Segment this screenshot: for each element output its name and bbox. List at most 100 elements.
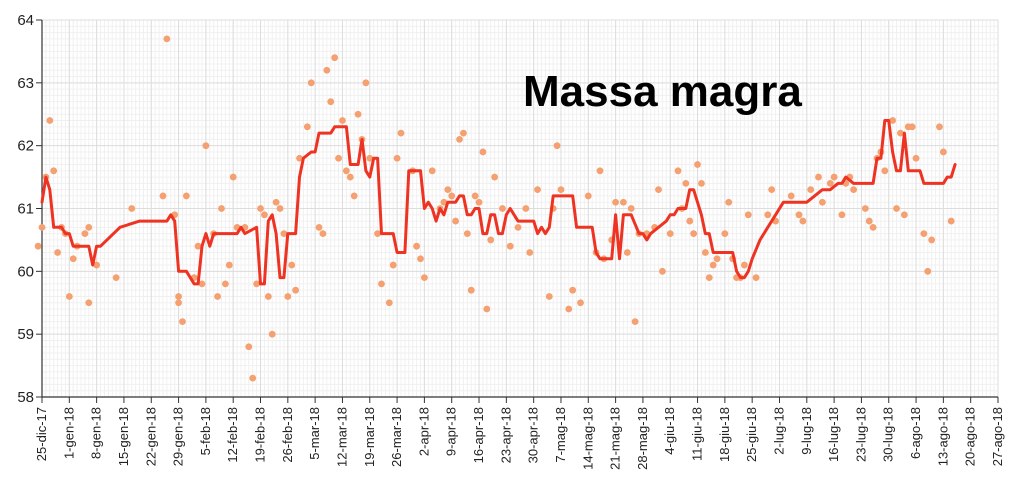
data-point [795,211,803,219]
data-point [659,267,666,275]
data-point [303,123,311,131]
x-tick-label: 16-lug-18 [826,407,841,462]
data-point [514,223,522,231]
x-tick-label: 27-ago-18 [990,407,1005,466]
data-point [389,261,397,269]
data-point [428,167,436,175]
data-point [417,255,424,263]
x-tick-label: 23-apr-18 [498,407,513,463]
data-point [292,286,300,294]
data-point [296,154,303,162]
x-tick-label: 4-giu-18 [662,407,677,455]
x-tick-label: 11-giu-18 [690,407,705,461]
data-point [460,129,467,137]
data-point [339,117,346,124]
y-tick-label: 63 [17,75,34,92]
data-point [920,230,928,238]
y-tick-label: 60 [17,263,34,280]
data-point [674,167,682,175]
x-tick-label: 19-feb-18 [253,407,268,463]
x-tick-label: 28-mag-18 [635,407,650,470]
data-point [655,186,662,194]
data-point [491,173,499,181]
data-point [362,79,370,87]
data-point [323,66,331,74]
data-point [483,305,491,313]
data-point [768,186,776,194]
data-point [85,223,93,231]
data-point [253,280,261,288]
data-point [908,123,916,131]
x-tick-label: 8-gen-18 [89,407,104,459]
data-point [276,205,284,212]
data-point [889,117,897,124]
y-tick-label: 61 [17,201,34,218]
data-point [54,249,62,256]
data-point [939,148,947,156]
trend-line [40,119,957,286]
data-point [315,223,323,231]
data-point [221,280,229,288]
data-point [456,135,463,143]
data-point [225,261,233,269]
data-point [897,129,904,137]
data-point [900,211,908,219]
grid-lines [41,19,999,398]
data-point [577,299,584,307]
data-point [861,205,869,212]
x-tick-label: 23-lug-18 [853,407,868,462]
data-point [826,179,834,187]
data-point [709,261,717,269]
data-point [690,230,698,238]
data-point [475,198,483,206]
data-point [50,167,58,175]
data-point [327,98,335,106]
x-tick-label: 29-gen-18 [171,407,186,466]
data-point [284,293,292,300]
data-point [698,179,705,187]
data-point [182,192,190,200]
data-point [319,230,327,238]
data-point [346,173,354,181]
x-tick-label: 30-apr-18 [526,407,541,463]
data-point [378,280,385,288]
data-point [444,186,452,194]
data-point [623,249,631,256]
data-point [421,274,428,282]
y-tick-label: 64 [17,12,34,29]
data-point [479,148,487,156]
data-point [354,110,362,118]
x-tick-label: 25-giu-18 [744,407,759,462]
y-tick-label: 62 [17,138,34,155]
x-tick-label: 16-apr-18 [471,407,486,463]
data-point [397,129,405,137]
data-point [179,318,186,325]
x-tick-label: 9-lug-18 [799,407,814,455]
data-point [569,286,577,294]
data-point [448,192,456,200]
x-tick-label: 5-mar-18 [307,407,322,460]
data-point [261,211,268,219]
data-point [865,217,873,225]
data-point [463,230,471,238]
data-point [175,293,182,300]
data-point [686,217,694,225]
x-tick-label: 25-dic-17 [34,407,49,461]
data-point [701,249,709,256]
data-point [214,293,221,300]
data-point [264,293,272,300]
data-point [194,242,202,250]
data-point [272,198,280,206]
data-point [366,154,374,162]
data-point [584,192,592,200]
data-point [385,299,393,307]
x-tick-label: 12-mar-18 [334,407,349,467]
x-tick-label: 15-gen-18 [116,407,131,466]
data-point [936,123,943,131]
data-point [331,54,339,62]
data-point [374,230,381,238]
data-point [787,192,795,200]
data-point [393,154,401,162]
data-point [612,198,619,206]
